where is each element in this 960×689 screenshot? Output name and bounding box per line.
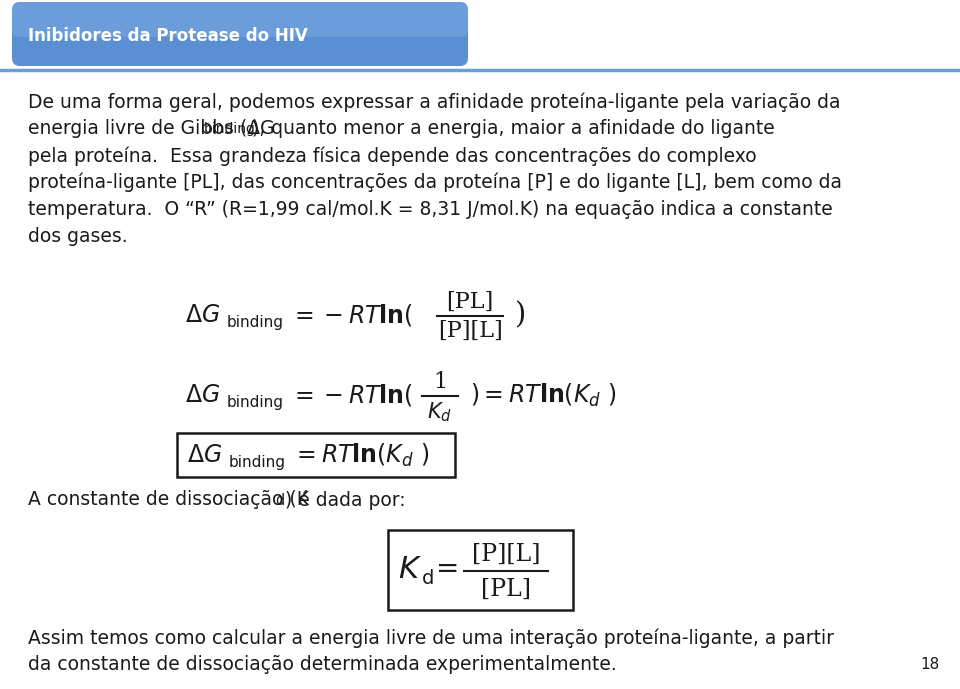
- Text: binding: binding: [227, 395, 284, 411]
- Bar: [177, 433, 455, 477]
- Text: dos gases.: dos gases.: [28, 227, 128, 246]
- Text: d: d: [422, 570, 434, 588]
- Text: ) é dada por:: ) é dada por:: [285, 490, 406, 510]
- Text: $= -RT\mathbf{ln}($: $= -RT\mathbf{ln}($: [290, 302, 413, 328]
- Text: De uma forma geral, podemos expressar a afinidade proteína-ligante pela variação: De uma forma geral, podemos expressar a …: [28, 92, 841, 112]
- Text: pela proteína.  Essa grandeza física depende das concentrações do complexo: pela proteína. Essa grandeza física depe…: [28, 146, 756, 165]
- Text: [P][L]: [P][L]: [438, 320, 502, 342]
- Text: energia livre de Gibbs (ΔG: energia livre de Gibbs (ΔG: [28, 119, 275, 138]
- Text: [P][L]: [P][L]: [471, 542, 540, 566]
- Text: binding: binding: [227, 316, 284, 331]
- Text: 1: 1: [433, 371, 447, 393]
- FancyBboxPatch shape: [12, 2, 468, 66]
- Text: proteína-ligante [PL], das concentrações da proteína [P] e do ligante [L], bem c: proteína-ligante [PL], das concentrações…: [28, 173, 842, 192]
- Text: d: d: [275, 493, 284, 508]
- Bar: [388, 530, 573, 610]
- Text: binding: binding: [229, 455, 286, 471]
- Text: ): ): [515, 301, 526, 329]
- Text: Inibidores da Protease do HIV: Inibidores da Protease do HIV: [28, 27, 308, 45]
- Text: 18: 18: [921, 657, 940, 672]
- Text: $= -RT\mathbf{ln}($: $= -RT\mathbf{ln}($: [290, 382, 413, 408]
- Text: binding: binding: [204, 122, 256, 136]
- Text: Assim temos como calcular a energia livre de uma interação proteína-ligante, a p: Assim temos como calcular a energia livr…: [28, 628, 834, 648]
- Text: =: =: [436, 557, 460, 584]
- Text: [PL]: [PL]: [481, 577, 531, 601]
- Text: da constante de dissociação determinada experimentalmente.: da constante de dissociação determinada …: [28, 655, 616, 674]
- Text: $K_d$: $K_d$: [427, 400, 452, 424]
- Text: temperatura.  O “R” (R=1,99 cal/mol.K = 8,31 J/mol.K) na equação indica a consta: temperatura. O “R” (R=1,99 cal/mol.K = 8…: [28, 200, 832, 219]
- Text: [PL]: [PL]: [446, 291, 493, 313]
- FancyBboxPatch shape: [12, 2, 468, 37]
- Text: ), quanto menor a energia, maior a afinidade do ligante: ), quanto menor a energia, maior a afini…: [252, 119, 775, 138]
- Text: $K$: $K$: [398, 555, 422, 584]
- Text: $\Delta G$: $\Delta G$: [185, 303, 220, 327]
- Text: $\Delta G$: $\Delta G$: [185, 383, 220, 407]
- Text: $) = RT\mathbf{ln}( K_d\ )$: $) = RT\mathbf{ln}( K_d\ )$: [470, 382, 616, 409]
- Text: $\Delta G$: $\Delta G$: [187, 443, 223, 467]
- Text: $= RT\mathbf{ln}( K_d\ )$: $= RT\mathbf{ln}( K_d\ )$: [292, 442, 429, 469]
- Text: A constante de dissociação (K: A constante de dissociação (K: [28, 490, 309, 509]
